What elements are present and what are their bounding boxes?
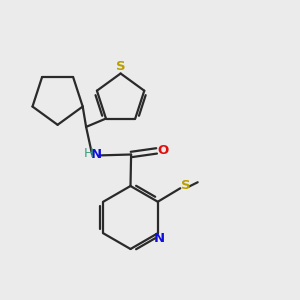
Text: H: H (83, 147, 93, 160)
Text: S: S (116, 60, 125, 74)
Text: N: N (154, 232, 165, 245)
Text: N: N (91, 148, 102, 161)
Text: O: O (158, 143, 169, 157)
Text: S: S (181, 179, 190, 192)
